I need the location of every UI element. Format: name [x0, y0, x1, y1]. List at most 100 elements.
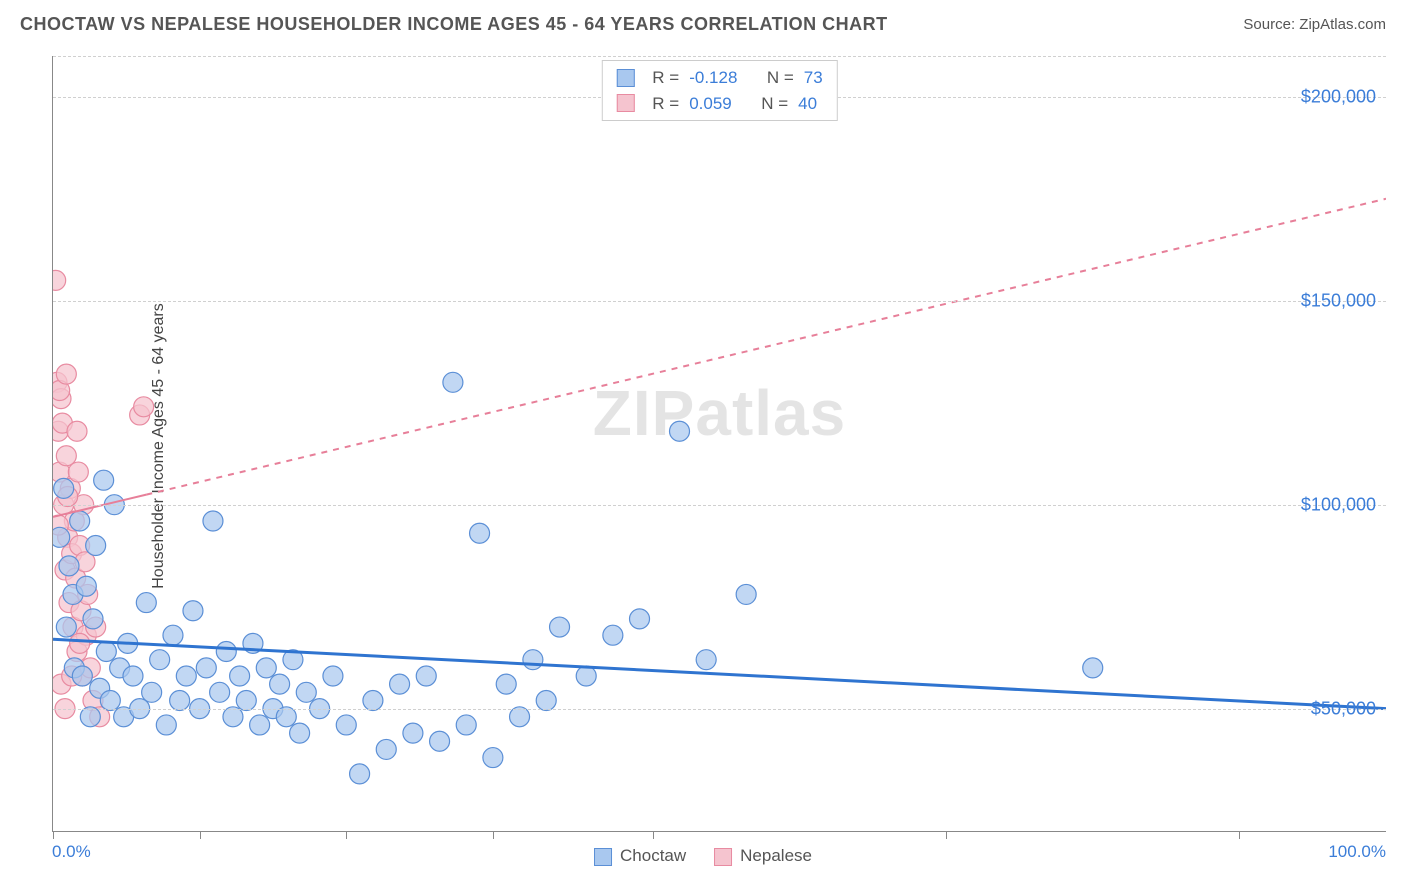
- data-point: [536, 690, 556, 710]
- x-tick: [200, 831, 201, 839]
- legend-n-value: 73: [804, 65, 823, 91]
- data-point: [483, 748, 503, 768]
- source-label: Source:: [1243, 16, 1299, 33]
- data-point: [430, 731, 450, 751]
- data-point: [236, 690, 256, 710]
- legend-row: R = 0.059 N = 40: [616, 91, 822, 117]
- data-point: [1083, 658, 1103, 678]
- data-point: [270, 674, 290, 694]
- data-point: [83, 609, 103, 629]
- data-point: [80, 707, 100, 727]
- data-point: [123, 666, 143, 686]
- data-point: [100, 690, 120, 710]
- y-tick-label: $100,000: [1301, 494, 1376, 515]
- legend-row: R = -0.128 N = 73: [616, 65, 822, 91]
- legend-item: Choctaw: [594, 846, 686, 866]
- legend-r-value: -0.128: [689, 65, 737, 91]
- correlation-legend: R = -0.128 N = 73R = 0.059 N = 40: [601, 60, 837, 121]
- data-point: [72, 666, 92, 686]
- gridline: [53, 301, 1386, 302]
- data-point: [76, 576, 96, 596]
- data-point: [456, 715, 476, 735]
- x-tick: [346, 831, 347, 839]
- data-point: [134, 397, 154, 417]
- legend-item: Nepalese: [714, 846, 812, 866]
- data-point: [53, 270, 66, 290]
- legend-swatch: [594, 848, 612, 866]
- data-point: [550, 617, 570, 637]
- data-point: [443, 372, 463, 392]
- legend-label: Nepalese: [740, 846, 812, 865]
- data-point: [496, 674, 516, 694]
- data-point: [56, 364, 76, 384]
- data-point: [290, 723, 310, 743]
- y-tick-label: $50,000: [1311, 698, 1376, 719]
- y-tick-label: $150,000: [1301, 290, 1376, 311]
- gridline: [53, 56, 1386, 57]
- legend-n-label: N =: [767, 65, 794, 91]
- legend-label: Choctaw: [620, 846, 686, 865]
- data-point: [54, 478, 74, 498]
- legend-n-value: 40: [798, 91, 817, 117]
- chart-header: CHOCTAW VS NEPALESE HOUSEHOLDER INCOME A…: [0, 0, 1406, 43]
- legend-swatch: [714, 848, 732, 866]
- legend-r-label: R =: [652, 91, 679, 117]
- data-point: [230, 666, 250, 686]
- data-point: [670, 421, 690, 441]
- data-point: [56, 617, 76, 637]
- x-axis-max-label: 100.0%: [1328, 842, 1386, 862]
- plot-area: R = -0.128 N = 73R = 0.059 N = 40 ZIPatl…: [52, 56, 1386, 832]
- data-point: [736, 584, 756, 604]
- x-tick: [53, 831, 54, 839]
- data-point: [296, 682, 316, 702]
- data-point: [163, 625, 183, 645]
- series-legend: Choctaw Nepalese: [594, 846, 812, 866]
- legend-r-value: 0.059: [689, 91, 732, 117]
- data-point: [142, 682, 162, 702]
- legend-r-label: R =: [652, 65, 679, 91]
- data-point: [376, 739, 396, 759]
- trend-line-extrapolated: [146, 199, 1386, 495]
- data-point: [183, 601, 203, 621]
- source-attribution: Source: ZipAtlas.com: [1243, 16, 1386, 33]
- x-tick: [1239, 831, 1240, 839]
- x-tick: [493, 831, 494, 839]
- data-point: [68, 462, 88, 482]
- data-point: [350, 764, 370, 784]
- legend-swatch: [616, 94, 634, 112]
- legend-n-label: N =: [761, 91, 788, 117]
- data-point: [250, 715, 270, 735]
- data-point: [70, 633, 90, 653]
- data-point: [390, 674, 410, 694]
- data-point: [416, 666, 436, 686]
- legend-swatch: [616, 69, 634, 87]
- data-point: [170, 690, 190, 710]
- data-point: [53, 527, 70, 547]
- data-point: [216, 642, 236, 662]
- data-point: [510, 707, 530, 727]
- data-point: [276, 707, 296, 727]
- data-point: [323, 666, 343, 686]
- data-point: [176, 666, 196, 686]
- data-point: [403, 723, 423, 743]
- data-point: [576, 666, 596, 686]
- x-tick: [946, 831, 947, 839]
- data-point: [136, 593, 156, 613]
- data-point: [603, 625, 623, 645]
- data-point: [96, 642, 116, 662]
- data-point: [156, 715, 176, 735]
- data-point: [210, 682, 230, 702]
- data-point: [94, 470, 114, 490]
- y-tick-label: $200,000: [1301, 86, 1376, 107]
- data-point: [256, 658, 276, 678]
- data-point: [336, 715, 356, 735]
- data-point: [150, 650, 170, 670]
- chart-title: CHOCTAW VS NEPALESE HOUSEHOLDER INCOME A…: [20, 14, 888, 35]
- data-point: [523, 650, 543, 670]
- data-point: [696, 650, 716, 670]
- data-point: [70, 511, 90, 531]
- x-tick: [653, 831, 654, 839]
- data-point: [223, 707, 243, 727]
- gridline: [53, 709, 1386, 710]
- data-point: [86, 535, 106, 555]
